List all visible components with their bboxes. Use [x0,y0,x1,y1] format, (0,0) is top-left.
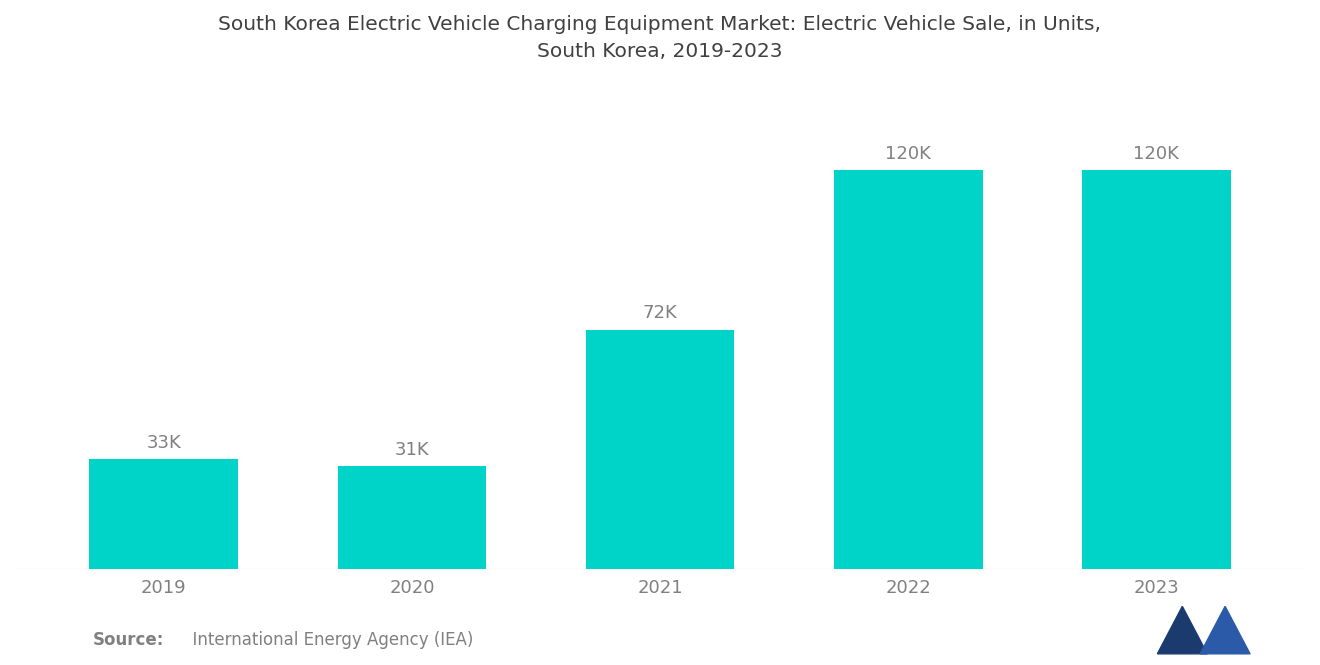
Text: International Energy Agency (IEA): International Energy Agency (IEA) [182,631,474,649]
Text: 31K: 31K [395,441,429,459]
Text: 120K: 120K [886,145,931,163]
Text: 120K: 120K [1133,145,1179,163]
Bar [834,170,982,569]
Polygon shape [1200,606,1250,654]
Bar [90,460,239,569]
Bar [586,330,734,569]
Bar [1081,170,1230,569]
Text: 72K: 72K [643,305,677,323]
Title: South Korea Electric Vehicle Charging Equipment Market: Electric Vehicle Sale, i: South Korea Electric Vehicle Charging Eq… [219,15,1101,61]
Text: 33K: 33K [147,434,181,452]
Polygon shape [1158,606,1208,654]
Bar [338,466,486,569]
Text: Source:: Source: [92,631,164,649]
